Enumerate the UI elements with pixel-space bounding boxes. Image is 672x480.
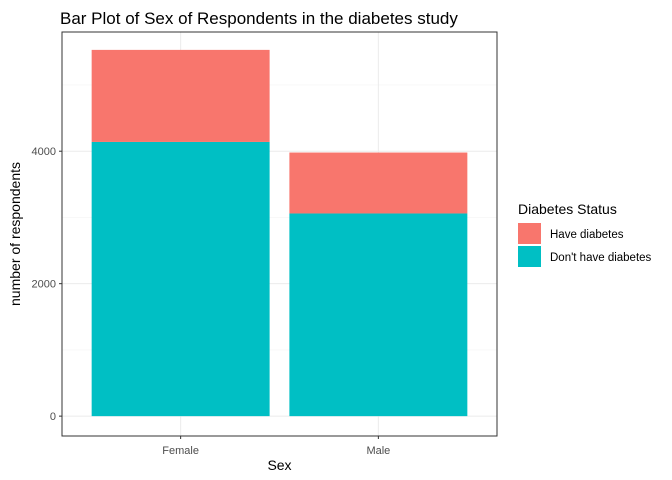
legend-label: Don't have diabetes — [550, 252, 652, 264]
legend-label: Have diabetes — [550, 229, 624, 241]
bar-male-don-t-have-diabetes — [289, 213, 468, 417]
y-axis-title: number of respondents — [7, 162, 23, 306]
y-tick-label: 2000 — [32, 279, 56, 291]
x-axis-title: Sex — [267, 457, 291, 473]
legend-key — [518, 223, 541, 244]
chart-title: Bar Plot of Sex of Respondents in the di… — [60, 9, 458, 28]
bars — [91, 49, 468, 417]
legend: Diabetes Status Have diabetes Don't have … — [518, 201, 652, 267]
axes: 0 2000 4000 Female Male — [32, 146, 391, 457]
bar-male-have-diabetes — [289, 152, 468, 214]
x-tick-label: Female — [162, 445, 199, 457]
y-tick-label: 4000 — [32, 146, 56, 158]
legend-title: Diabetes Status — [518, 201, 617, 217]
y-tick-label: 0 — [50, 411, 56, 423]
x-tick-label: Male — [366, 445, 390, 457]
legend-key — [518, 246, 541, 267]
bar-female-don-t-have-diabetes — [91, 141, 270, 417]
bar-female-have-diabetes — [91, 49, 270, 142]
panel-border — [61, 31, 498, 437]
